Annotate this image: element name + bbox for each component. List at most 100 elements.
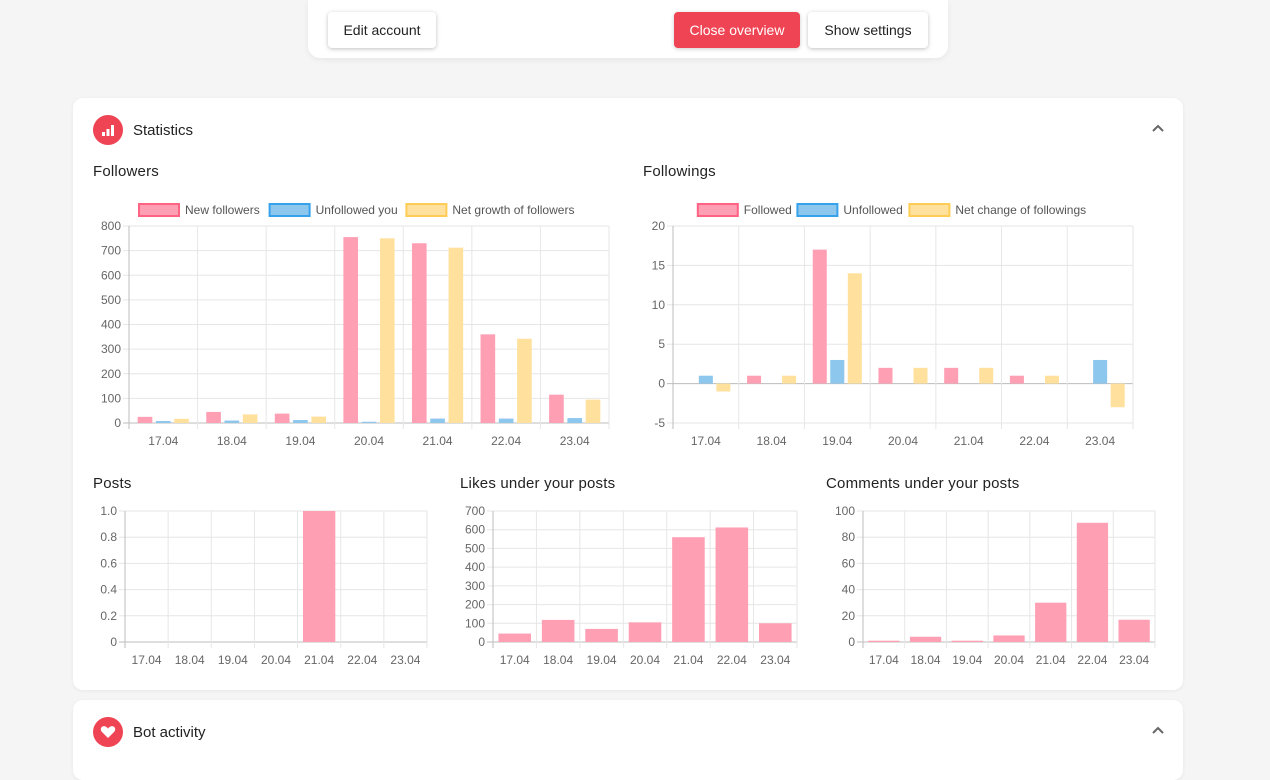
legend-swatch: [696, 203, 739, 217]
y-tick-label: 1.0: [100, 504, 117, 518]
x-tick-label: 17.04: [500, 653, 530, 667]
bar-likes-value: [759, 623, 792, 642]
chevron-up-icon[interactable]: [1151, 121, 1165, 135]
x-tick-label: 18.04: [911, 653, 941, 667]
comments-chart-title: Comments under your posts: [826, 475, 1020, 492]
y-tick-label: 600: [465, 523, 485, 537]
bar-followings-followed: [1009, 375, 1024, 384]
x-tick-label: 20.04: [354, 434, 384, 448]
legend-swatch: [405, 203, 448, 217]
legend-label: New followers: [185, 203, 260, 217]
bar-followers-unfollowed-you: [224, 420, 240, 423]
close-overview-button[interactable]: Close overview: [674, 12, 800, 48]
x-tick-label: 21.04: [423, 434, 453, 448]
y-tick-label: 400: [465, 560, 485, 574]
bar-comments-value: [868, 640, 900, 642]
x-tick-label: 21.04: [673, 653, 703, 667]
x-tick-label: 23.04: [390, 653, 420, 667]
legend-label: Unfollowed you: [316, 203, 398, 217]
bar-followers-unfollowed-you: [430, 418, 445, 423]
legend-label: Net change of followings: [955, 203, 1086, 217]
bar-likes-value: [715, 527, 749, 642]
y-tick-label: 15: [652, 258, 666, 272]
bar-followings-net-change-of-followings: [782, 375, 797, 384]
chart-bar-icon: [93, 115, 123, 145]
legend-swatch: [138, 203, 180, 217]
x-tick-label: 23.04: [760, 653, 790, 667]
legend-label: Net growth of followers: [452, 203, 574, 217]
x-tick-label: 18.04: [757, 434, 787, 448]
x-tick-label: 17.04: [148, 434, 178, 448]
show-settings-button[interactable]: Show settings: [808, 12, 928, 48]
x-tick-label: 21.04: [954, 434, 984, 448]
y-tick-label: 300: [101, 342, 121, 356]
comments-chart: 0 20 40 60 80 100 17.04 18.04 19.04 20.04 21.04 22.…: [835, 504, 1156, 667]
bar-followings-net-change-of-followings: [913, 367, 928, 384]
bar-likes-value: [541, 619, 575, 642]
y-tick-label: 20: [842, 609, 856, 623]
y-tick-label: 0.2: [100, 609, 117, 623]
x-tick-label: 22.04: [1077, 653, 1107, 667]
legend-swatch: [908, 203, 951, 217]
bar-followings-net-change-of-followings: [1110, 383, 1125, 408]
posts-chart-title: Posts: [93, 475, 132, 492]
x-tick-label: 17.04: [132, 653, 162, 667]
bar-followings-net-change-of-followings: [1044, 375, 1059, 384]
bar-likes-value: [628, 622, 662, 642]
statistics-card: Statistics Followers 0 100 200 300 400 500 600…: [73, 98, 1183, 690]
y-tick-label: 0: [478, 635, 485, 649]
legend-swatch: [268, 203, 311, 217]
bar-comments-value: [1076, 522, 1109, 642]
x-tick-label: 22.04: [1019, 434, 1049, 448]
bar-followings-unfollowed: [830, 359, 845, 384]
bar-followings-net-change-of-followings: [716, 383, 731, 392]
y-tick-label: 700: [465, 504, 485, 518]
edit-account-button[interactable]: Edit account: [328, 12, 436, 48]
bar-followings-followed: [812, 249, 827, 384]
x-tick-label: 19.04: [952, 653, 982, 667]
followings-chart-title: Followings: [643, 163, 716, 180]
bar-followers-net-growth-of-followers: [585, 399, 601, 423]
y-tick-label: 0.8: [100, 530, 117, 544]
bar-followers-new-followers: [411, 243, 427, 423]
y-tick-label: 0: [848, 635, 855, 649]
x-tick-label: 23.04: [1119, 653, 1149, 667]
y-tick-label: 10: [652, 298, 666, 312]
y-tick-label: 600: [101, 268, 121, 282]
bar-likes-value: [498, 633, 531, 642]
bar-likes-value: [672, 537, 705, 642]
x-tick-label: 21.04: [304, 653, 334, 667]
bot-activity-title: Bot activity: [133, 724, 206, 741]
bar-followers-new-followers: [343, 237, 359, 423]
x-tick-label: 18.04: [217, 434, 247, 448]
x-tick-label: 22.04: [491, 434, 521, 448]
y-tick-label: 100: [465, 616, 485, 630]
bar-followers-net-growth-of-followers: [448, 247, 464, 423]
y-tick-label: 300: [465, 579, 485, 593]
bar-followings-net-change-of-followings: [847, 273, 862, 384]
y-tick-label: 0: [114, 416, 121, 430]
x-tick-label: 20.04: [630, 653, 660, 667]
bar-followings-unfollowed: [698, 375, 713, 384]
bar-followers-new-followers: [549, 394, 564, 423]
bar-comments-value: [1035, 602, 1067, 642]
x-tick-label: 22.04: [717, 653, 747, 667]
bar-followers-net-growth-of-followers: [311, 416, 327, 423]
legend-label: Unfollowed: [843, 203, 902, 217]
x-tick-label: 19.04: [285, 434, 315, 448]
y-tick-label: 0: [658, 377, 665, 391]
followings-chart: -5 0 5 10 15 20 17.04 18.04 19.04 20.04 21.04 22.04…: [652, 203, 1134, 448]
bar-posts-value: [302, 511, 336, 642]
y-tick-label: 5: [658, 337, 665, 351]
chevron-up-icon[interactable]: [1151, 723, 1165, 737]
y-tick-label: 500: [465, 541, 485, 555]
bar-comments-value: [951, 640, 983, 642]
bar-followings-unfollowed: [1093, 359, 1108, 384]
y-tick-label: 60: [842, 556, 856, 570]
y-tick-label: 20: [652, 219, 666, 233]
y-tick-label: -5: [654, 416, 665, 430]
x-tick-label: 22.04: [347, 653, 377, 667]
followers-chart: 0 100 200 300 400 500 600 700 800 17.04 18.04 19.04…: [101, 203, 610, 448]
bar-followers-net-growth-of-followers: [379, 238, 395, 423]
x-tick-label: 17.04: [869, 653, 899, 667]
